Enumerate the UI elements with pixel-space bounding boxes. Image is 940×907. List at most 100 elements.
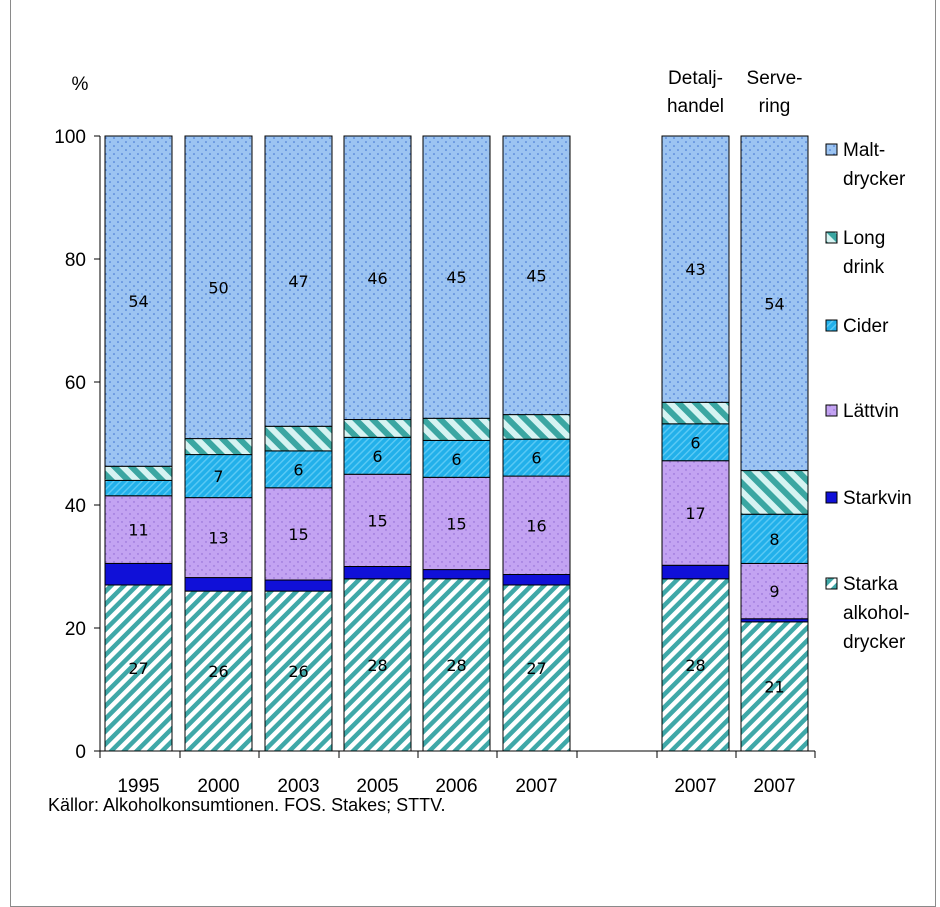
legend-swatch xyxy=(825,319,838,332)
legend-label: Long xyxy=(843,228,885,249)
bar-segment xyxy=(264,135,333,427)
y-axis-label: % xyxy=(72,74,89,95)
bar-segment xyxy=(104,135,173,467)
x-tick-label: 2007 xyxy=(515,776,557,797)
bar-segment xyxy=(661,564,730,580)
bar-segment xyxy=(184,438,253,456)
bar-segment xyxy=(104,465,173,481)
data-label: 7 xyxy=(213,467,223,486)
bar-segment xyxy=(264,425,333,452)
data-label: 6 xyxy=(451,450,461,469)
bar-segment xyxy=(661,135,730,403)
data-label: 6 xyxy=(690,433,700,452)
data-label: 45 xyxy=(526,266,546,285)
data-label: 8 xyxy=(769,530,779,549)
bar-segment xyxy=(422,476,491,571)
legend-swatch xyxy=(825,404,838,417)
bar-segment xyxy=(661,578,730,752)
data-label: 26 xyxy=(208,662,228,681)
bar-segment xyxy=(502,584,571,752)
bar-segment xyxy=(661,401,730,425)
x-tick-label: 2003 xyxy=(277,776,319,797)
bar-segment xyxy=(502,414,571,440)
bar-segment xyxy=(502,438,571,477)
x-tick-label: 2007 xyxy=(753,776,795,797)
data-label: 21 xyxy=(764,677,784,696)
data-label: 6 xyxy=(531,449,541,468)
legend-swatch xyxy=(825,231,838,244)
bars-group: 27 11 54 26 13 7 50 26 15 6 47 28 15 6 46 28 15 6 45 27 16 6 4… xyxy=(104,135,809,752)
bar-segment xyxy=(502,573,571,586)
legend-label: Malt- xyxy=(843,140,885,161)
y-tick-label: 80 xyxy=(65,250,86,271)
bar-segment xyxy=(264,579,333,592)
legend-swatch xyxy=(825,491,838,504)
data-label: 43 xyxy=(685,260,705,279)
group-header-label: handel xyxy=(667,96,724,117)
group-header-label: Detalj- xyxy=(668,68,723,89)
legend-swatch xyxy=(825,577,838,590)
bar-segment xyxy=(184,577,253,592)
bar-segment xyxy=(264,487,333,581)
bar-segment xyxy=(422,578,491,752)
legend-label: Starkvin xyxy=(843,488,912,509)
data-label: 16 xyxy=(526,516,546,535)
bar-segment xyxy=(343,566,412,580)
bar-segment xyxy=(422,569,491,580)
legend-label: Cider xyxy=(843,316,889,337)
bar-segment xyxy=(740,621,809,752)
bar-segment xyxy=(740,470,809,515)
group-header-label: ring xyxy=(759,96,791,117)
legend: Malt-drycker Long drink Cider Lättvin Starkvi… xyxy=(825,140,912,653)
bar-segment xyxy=(184,454,253,499)
y-tick-label: 100 xyxy=(54,127,86,148)
bar-segment xyxy=(104,495,173,564)
data-label: 50 xyxy=(208,278,228,297)
bar-segment xyxy=(740,135,809,472)
bar-segment xyxy=(422,417,491,441)
data-label: 15 xyxy=(367,511,387,530)
axes-group: 0 20 40 60 80 100% 1995 2000 2003 2005 2006 2007 200… xyxy=(54,74,816,797)
x-tick-label: 2007 xyxy=(674,776,716,797)
bar-segment xyxy=(104,584,173,752)
bar-segment xyxy=(343,473,412,567)
bar-segment xyxy=(740,562,809,620)
bar-segment xyxy=(502,135,571,416)
bar-segment xyxy=(184,590,253,752)
bar-segment xyxy=(422,439,491,478)
y-tick-label: 40 xyxy=(65,496,86,517)
data-label: 54 xyxy=(128,292,148,311)
data-label: 15 xyxy=(446,514,466,533)
bar-segment xyxy=(343,578,412,752)
bar-segment xyxy=(343,135,412,421)
data-label: 11 xyxy=(128,521,148,540)
y-tick-label: 0 xyxy=(75,742,86,763)
bar-segment xyxy=(343,419,412,438)
y-tick-label: 20 xyxy=(65,619,86,640)
bar-segment xyxy=(184,497,253,579)
legend-label: Starka xyxy=(843,574,898,595)
bar-segment xyxy=(502,475,571,575)
bar-segment xyxy=(264,590,333,752)
data-label: 45 xyxy=(446,268,466,287)
data-label: 6 xyxy=(293,460,303,479)
legend-label: alkohol- xyxy=(843,603,910,624)
data-label: 54 xyxy=(764,294,784,313)
data-label: 17 xyxy=(685,504,705,523)
bar-segment xyxy=(104,562,173,586)
data-label: 28 xyxy=(685,656,705,675)
bar-segment xyxy=(740,513,809,564)
bar-segment xyxy=(184,135,253,440)
data-label: 28 xyxy=(446,656,466,675)
x-tick-label: 2000 xyxy=(197,776,239,797)
data-label: 9 xyxy=(769,582,779,601)
group-header-label: Serve- xyxy=(747,68,803,89)
bar-segment xyxy=(661,460,730,566)
data-label: 46 xyxy=(367,269,387,288)
x-tick-label: 2005 xyxy=(356,776,398,797)
legend-label: drycker xyxy=(843,169,906,190)
y-tick-label: 60 xyxy=(65,373,86,394)
data-label: 27 xyxy=(128,659,148,678)
legend-label: drycker xyxy=(843,632,906,653)
